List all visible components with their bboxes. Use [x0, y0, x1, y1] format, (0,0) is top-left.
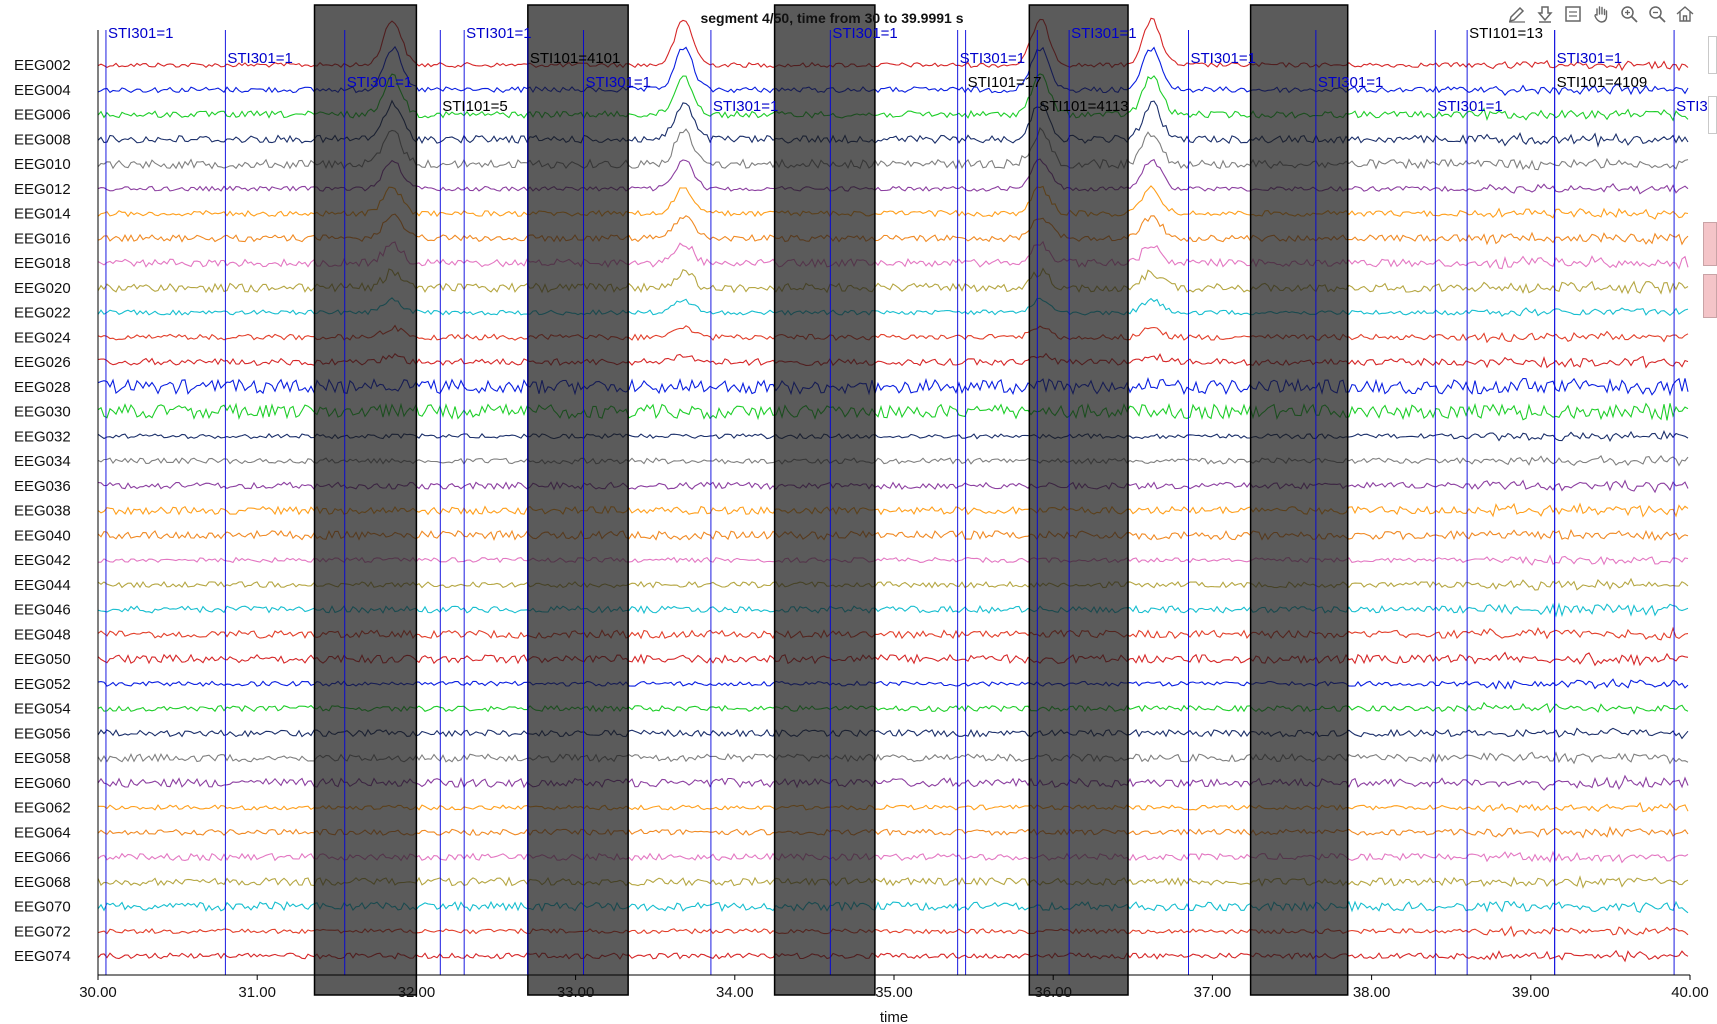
channel-label: EEG012	[14, 181, 71, 198]
channel-label: EEG072	[14, 923, 71, 940]
channel-label: EEG044	[14, 577, 71, 594]
zoom-out-icon[interactable]	[1645, 2, 1669, 26]
x-tick-label: 31.00	[238, 984, 276, 1001]
channel-label: EEG030	[14, 404, 71, 421]
event-marker-label: STI3	[1676, 98, 1708, 115]
channel-label: EEG046	[14, 602, 71, 619]
event-marker-label: STI301=1	[1437, 98, 1502, 115]
configure-subplots-icon[interactable]	[1561, 2, 1585, 26]
channel-label: EEG024	[14, 329, 71, 346]
shaded-interval-2	[527, 4, 629, 996]
x-tick-label: 35.00	[875, 984, 913, 1001]
x-tick-label: 34.00	[716, 984, 754, 1001]
x-axis-label: time	[880, 1009, 908, 1024]
shaded-interval-3	[773, 4, 876, 996]
event-marker-label: STI101=4109	[1557, 74, 1648, 91]
channel-label: EEG074	[14, 948, 71, 965]
channel-label: EEG008	[14, 131, 71, 148]
channel-label: EEG070	[14, 899, 71, 916]
x-tick-label: 30.00	[79, 984, 117, 1001]
chart-title: segment 4/50, time from 30 to 39.9991 s	[700, 10, 963, 26]
channel-label: EEG020	[14, 280, 71, 297]
x-tick-label: 40.00	[1671, 984, 1709, 1001]
channel-label: EEG062	[14, 800, 71, 817]
channel-label: EEG066	[14, 849, 71, 866]
channel-label: EEG054	[14, 701, 71, 718]
channel-label: EEG038	[14, 503, 71, 520]
channel-label: EEG014	[14, 206, 71, 223]
channel-label: EEG004	[14, 82, 71, 99]
channel-label: EEG018	[14, 255, 71, 272]
channel-label: EEG028	[14, 379, 71, 396]
channel-label: EEG036	[14, 478, 71, 495]
event-marker-label: STI301=1	[832, 25, 897, 42]
x-tick-label: 36.00	[1034, 984, 1072, 1001]
channel-label: EEG048	[14, 626, 71, 643]
channel-label: EEG050	[14, 651, 71, 668]
side-button-red-bottom[interactable]	[1703, 274, 1717, 318]
save-figure-icon[interactable]	[1533, 2, 1557, 26]
x-tick-label: 37.00	[1194, 984, 1232, 1001]
channel-label: EEG026	[14, 354, 71, 371]
side-panel-box-top[interactable]	[1708, 36, 1717, 74]
shaded-interval-5	[1249, 4, 1349, 996]
event-marker-label: STI101=4113	[1039, 98, 1128, 115]
channel-label: EEG052	[14, 676, 71, 693]
shaded-interval-1	[313, 4, 418, 996]
event-marker-label: STI301=1	[1191, 50, 1256, 67]
x-tick-label: 39.00	[1512, 984, 1550, 1001]
channel-label: EEG034	[14, 453, 71, 470]
event-marker-label: STI301=1	[347, 74, 412, 91]
channel-label: EEG068	[14, 874, 71, 891]
channel-label: EEG058	[14, 750, 71, 767]
channel-label: EEG006	[14, 107, 71, 124]
event-marker-label: STI301=1	[108, 25, 173, 42]
event-marker-label: STI301=1	[713, 98, 778, 115]
channel-label: EEG040	[14, 527, 71, 544]
channel-label: EEG042	[14, 552, 71, 569]
channel-label: EEG060	[14, 775, 71, 792]
event-marker-label: STI301=1	[466, 25, 531, 42]
figure-toolbar	[1505, 2, 1697, 26]
channel-label: EEG056	[14, 725, 71, 742]
edit-axis-icon[interactable]	[1505, 2, 1529, 26]
side-panel-box-middle[interactable]	[1708, 96, 1717, 134]
x-tick-label: 32.00	[398, 984, 436, 1001]
channel-label: EEG064	[14, 824, 71, 841]
event-marker-label: STI101=4101	[530, 50, 621, 67]
event-marker-label: STI101=13	[1469, 25, 1543, 42]
event-marker-label: STI301=1	[960, 50, 1025, 67]
event-marker-label: STI301=1	[1318, 74, 1383, 91]
channel-label: EEG022	[14, 305, 71, 322]
shaded-interval-4	[1028, 4, 1129, 996]
zoom-in-icon[interactable]	[1617, 2, 1641, 26]
home-icon[interactable]	[1673, 2, 1697, 26]
pan-icon[interactable]	[1589, 2, 1613, 26]
x-tick-label: 38.00	[1353, 984, 1391, 1001]
event-marker-label: STI301=1	[1557, 50, 1622, 67]
channel-label: EEG016	[14, 230, 71, 247]
event-marker-label: STI301=1	[1071, 25, 1136, 42]
event-marker-label: STI301=1	[227, 50, 292, 67]
side-button-red-top[interactable]	[1703, 222, 1717, 266]
event-marker-label: STI101=17	[968, 74, 1042, 91]
x-tick-label: 33.00	[557, 984, 595, 1001]
event-marker-label: STI101=5	[442, 98, 507, 115]
channel-label: EEG002	[14, 57, 71, 74]
channel-label: EEG032	[14, 428, 71, 445]
channel-label: EEG010	[14, 156, 71, 173]
event-marker-label: STI301=1	[586, 74, 651, 91]
